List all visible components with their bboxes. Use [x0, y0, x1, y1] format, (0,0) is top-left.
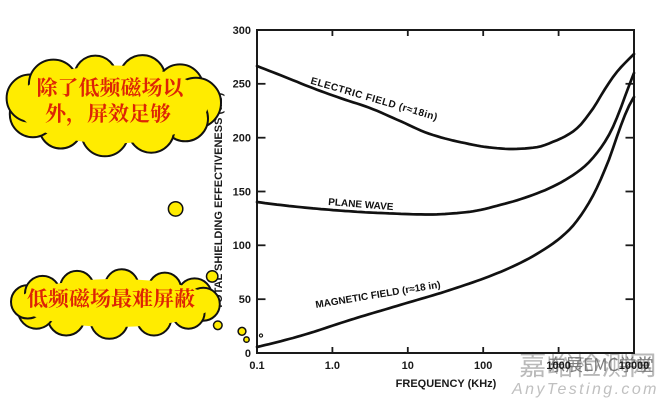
svg-text:200: 200 [233, 133, 251, 145]
svg-text:FREQUENCY (KHz): FREQUENCY (KHz) [396, 378, 497, 390]
svg-text:300: 300 [233, 25, 251, 37]
svg-text:0.1: 0.1 [249, 360, 264, 372]
svg-text:100: 100 [233, 240, 251, 252]
svg-text:AnyTesting.com: AnyTesting.com [511, 381, 659, 398]
svg-text:PLANE WAVE: PLANE WAVE [328, 197, 394, 213]
svg-text:150: 150 [233, 186, 251, 198]
svg-text:10000: 10000 [619, 360, 650, 372]
svg-text:1000: 1000 [546, 360, 570, 372]
svg-text:TOTAL SHIELDING EFFECTIVENESS: TOTAL SHIELDING EFFECTIVENESS (dB) [213, 92, 225, 309]
svg-text:0: 0 [245, 348, 251, 360]
svg-text:100: 100 [474, 360, 492, 372]
svg-text:50: 50 [239, 294, 251, 306]
svg-text:250: 250 [233, 79, 251, 91]
svg-text:10: 10 [402, 360, 414, 372]
svg-text:1.0: 1.0 [325, 360, 340, 372]
